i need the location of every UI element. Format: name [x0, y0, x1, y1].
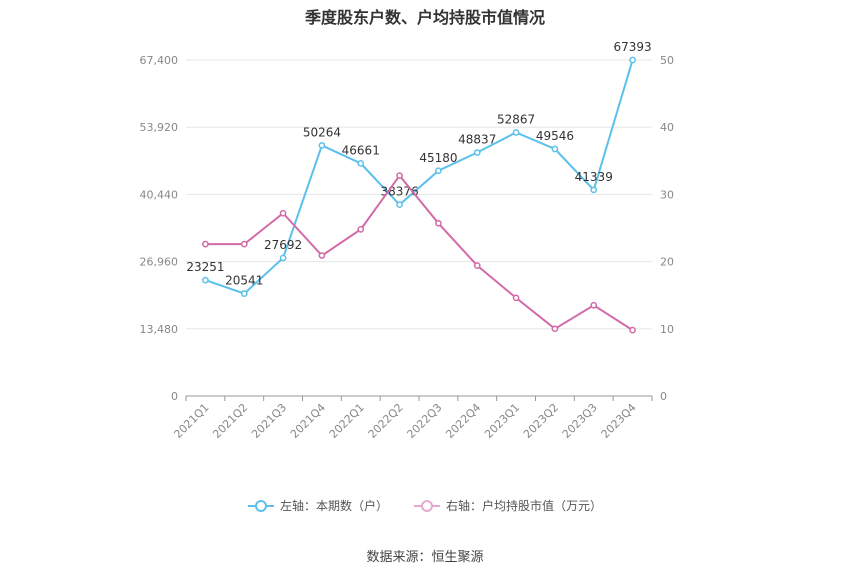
x-tick-label: 2022Q4	[443, 401, 483, 441]
avg-value-point	[279, 209, 287, 217]
avg-value-point	[629, 326, 636, 334]
legend-swatch-households	[247, 499, 274, 512]
grid-lines	[186, 59, 652, 397]
avg-value-line	[205, 173, 634, 331]
households-point	[357, 160, 365, 167]
left-tick-label: 67,400	[140, 54, 179, 67]
right-tick-label: 30	[660, 188, 674, 201]
chart-title: 季度股东户数、户均持股市值情况	[304, 8, 545, 27]
x-tick-label: 2022Q3	[404, 401, 444, 441]
data-label: 20541	[225, 274, 263, 288]
x-tick-label: 2023Q4	[599, 401, 639, 441]
avg-value-point	[357, 225, 365, 233]
right-tick-label: 10	[660, 323, 674, 336]
data-label: 41339	[575, 170, 613, 184]
x-tick-label: 2021Q3	[249, 401, 289, 441]
households-line	[205, 59, 634, 295]
left-tick-label: 26,960	[140, 256, 179, 269]
households-point	[240, 290, 248, 297]
x-tick-label: 2022Q1	[327, 401, 367, 441]
households-point	[629, 56, 636, 64]
avg-value-point	[435, 219, 442, 227]
left-tick-label: 0	[171, 390, 178, 403]
avg-value-point	[202, 240, 209, 248]
households-point	[202, 276, 209, 284]
avg-value-point	[318, 252, 326, 259]
avg-value-point	[396, 172, 403, 179]
legend: 左轴：本期数（户） 右轴：户均持股市值（万元）	[0, 497, 850, 514]
data-label: 23251	[186, 260, 224, 274]
data-label: 46661	[342, 143, 380, 157]
data-label: 67393	[613, 40, 651, 54]
households-point	[590, 186, 598, 194]
left-axis: 0 13,480 26,960 40,440 53,920 67,400	[140, 54, 179, 403]
avg-value-point	[590, 301, 598, 309]
x-tick-label: 2023Q1	[482, 401, 522, 441]
avg-value-point	[240, 240, 248, 248]
right-tick-label: 50	[660, 54, 674, 67]
households-point	[473, 149, 481, 156]
right-axis: 0 10 20 30 40 50	[660, 54, 674, 403]
data-source: 数据来源：恒生聚源	[366, 550, 484, 565]
households-point	[279, 254, 287, 262]
x-tick-label: 2023Q2	[521, 401, 561, 441]
x-tick-label: 2022Q2	[366, 401, 406, 441]
legend-label-avg-value: 右轴：户均持股市值（万元）	[446, 499, 603, 513]
households-point	[512, 129, 520, 136]
households-point	[435, 167, 442, 175]
data-label: 49546	[536, 129, 574, 143]
avg-value-point	[551, 325, 559, 333]
x-tick-label: 2021Q4	[288, 401, 328, 441]
left-tick-label: 53,920	[140, 121, 179, 134]
households-point	[551, 145, 559, 153]
avg-value-point	[512, 294, 520, 302]
data-label: 48837	[458, 133, 496, 147]
right-tick-label: 0	[660, 390, 667, 403]
x-axis: 2021Q12021Q22021Q32021Q42022Q12022Q22022…	[171, 396, 653, 441]
data-label: 27692	[264, 238, 302, 252]
data-label: 52867	[497, 112, 535, 126]
legend-label-households: 左轴：本期数（户）	[279, 499, 388, 513]
households-point	[318, 142, 326, 149]
x-tick-label: 2021Q1	[171, 401, 211, 441]
left-tick-label: 13,480	[140, 323, 179, 336]
left-tick-label: 40,440	[140, 188, 179, 201]
legend-item-avg-value[interactable]: 右轴：户均持股市值（万元）	[414, 497, 602, 514]
x-tick-label: 2021Q2	[210, 401, 250, 441]
legend-swatch-avg-value	[414, 499, 440, 512]
data-label: 45180	[419, 151, 457, 165]
avg-value-point	[473, 262, 481, 269]
x-tick-label: 2023Q3	[560, 401, 600, 441]
households-point	[396, 201, 403, 209]
right-tick-label: 40	[660, 121, 674, 134]
series-group: 2325120541276925026446661383764518048837…	[186, 40, 652, 334]
right-tick-label: 20	[660, 256, 674, 269]
legend-item-households[interactable]: 左轴：本期数（户）	[247, 497, 388, 514]
data-label: 50264	[303, 125, 341, 139]
